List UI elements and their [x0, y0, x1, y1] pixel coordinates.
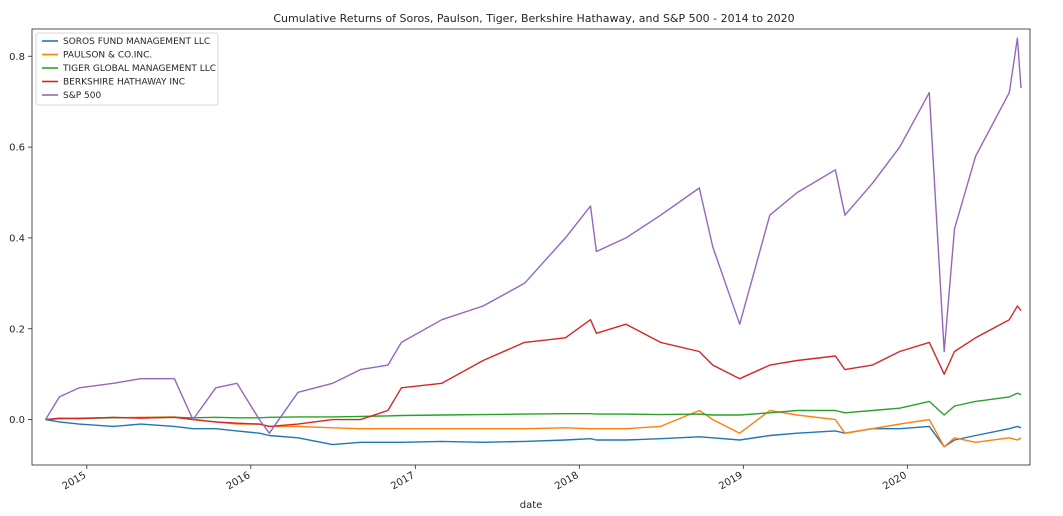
series-line-soros-fund-management-llc	[45, 418, 1022, 448]
x-axis-label: date	[520, 500, 543, 511]
legend-box	[35, 32, 219, 106]
y-axis: 0.0 0.2 0.4 0.6 0.8	[9, 52, 32, 426]
chart-title: Cumulative Returns of Soros, Paulson, Ti…	[273, 12, 794, 25]
legend-label: TIGER GLOBAL MANAGEMENT LLC	[62, 64, 216, 74]
legend-label: SOROS FUND MANAGEMENT LLC	[63, 37, 210, 47]
y-tick-label: 0.4	[9, 233, 25, 244]
legend-label: PAULSON & CO.INC.	[63, 51, 152, 61]
y-tick-label: 0.0	[9, 415, 25, 426]
x-tick-label: 2016	[225, 470, 253, 492]
legend-label: S&P 500	[63, 91, 101, 101]
y-tick-label: 0.6	[9, 143, 25, 154]
y-tick-label: 0.2	[9, 324, 25, 335]
series-lines	[44, 37, 1022, 448]
x-tick-label: 2015	[61, 470, 89, 492]
plot-area	[31, 28, 1031, 466]
series-line-s-p-500	[44, 37, 1022, 434]
legend: SOROS FUND MANAGEMENT LLC PAULSON & CO.IN…	[35, 32, 219, 106]
legend-label: BERKSHIRE HATHAWAY INC	[63, 78, 185, 88]
x-tick-label: 2020	[881, 470, 909, 492]
x-tick-label: 2017	[389, 470, 417, 492]
x-tick-label: 2019	[717, 470, 745, 492]
x-tick-label: 2018	[553, 470, 581, 492]
x-axis: 2015 2016 2017 2018 2019 2020	[61, 465, 909, 492]
series-line-berkshire-hathaway-inc	[45, 305, 1022, 428]
y-tick-label: 0.8	[9, 52, 25, 63]
series-line-tiger-global-management-llc	[45, 392, 1022, 421]
